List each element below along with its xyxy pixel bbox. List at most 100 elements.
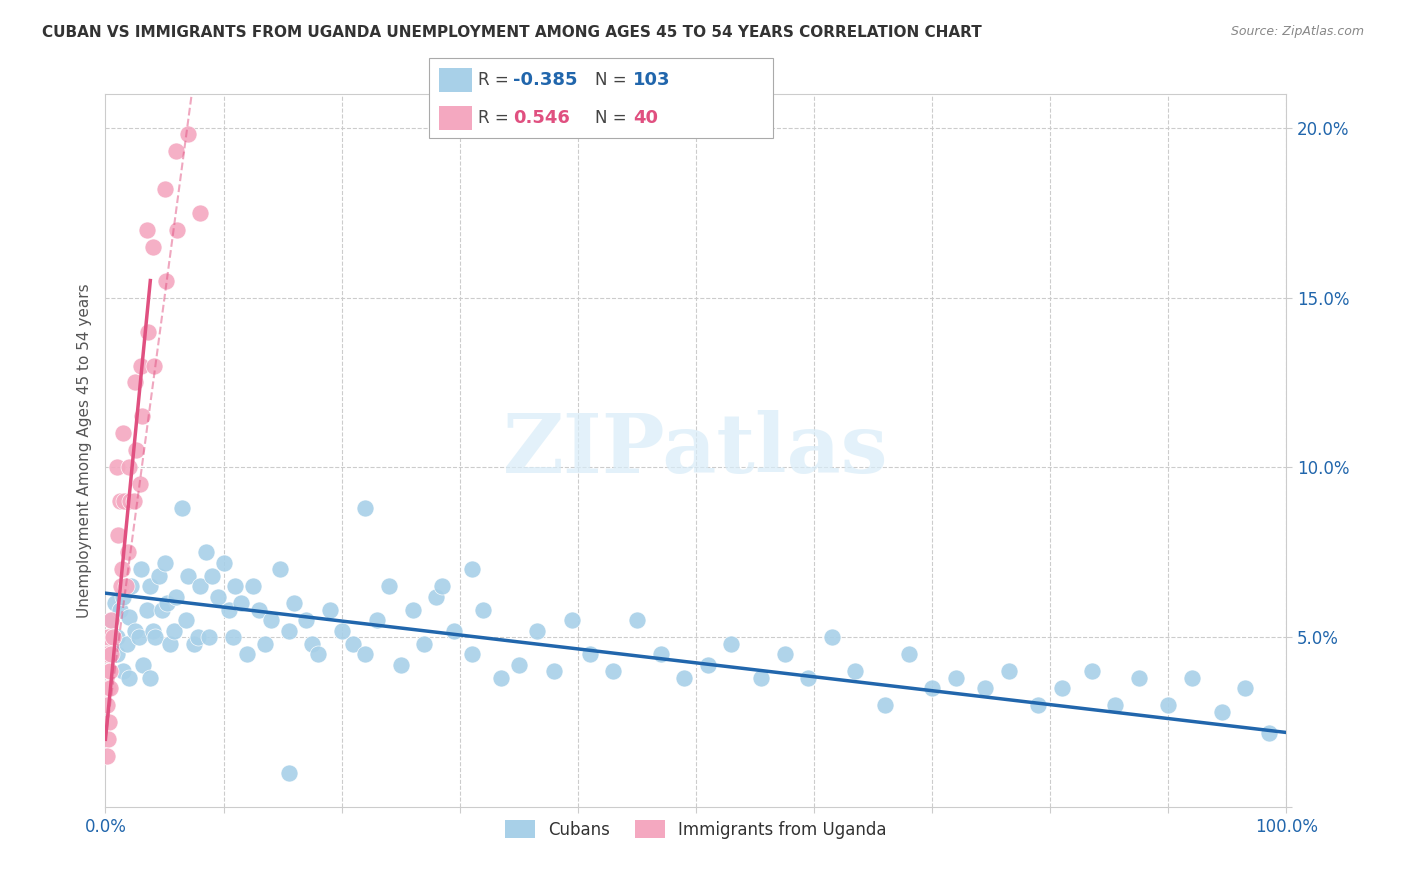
Point [526,624,548,638]
Point [131,409,153,424]
Point [1028,698,1050,713]
Point [425,590,447,604]
Point [921,681,943,696]
Legend: Cubans, Immigrants from Uganda: Cubans, Immigrants from Uganda [498,814,894,846]
Point [142,239,165,253]
Point [100,613,122,627]
Point [174,613,197,627]
Point [129,562,152,576]
Point [163,624,186,638]
Point [1080,665,1102,679]
Point [354,648,377,662]
Point [156,596,179,610]
Point [101,631,124,645]
Text: N =: N = [595,109,631,128]
Point [107,528,129,542]
Point [508,657,530,672]
Point [96,648,118,662]
Point [561,613,583,627]
Point [897,648,920,662]
Text: 0.546: 0.546 [513,109,569,128]
Point [112,665,135,679]
Point [97,681,120,696]
Point [136,325,159,339]
Point [125,443,148,458]
Point [97,631,120,645]
Point [253,637,276,651]
Point [207,590,229,604]
Point [165,590,187,604]
Point [277,624,299,638]
Point [821,631,844,645]
Point [188,205,211,219]
Point [150,603,173,617]
Point [124,376,146,390]
Point [342,637,364,651]
Point [673,671,696,685]
Text: R =: R = [478,71,515,89]
Point [543,665,565,679]
Point [105,631,128,645]
Text: CUBAN VS IMMIGRANTS FROM UGANDA UNEMPLOYMENT AMONG AGES 45 TO 54 YEARS CORRELATI: CUBAN VS IMMIGRANTS FROM UGANDA UNEMPLOY… [42,25,981,40]
Point [142,624,165,638]
Point [283,596,305,610]
Point [489,671,512,685]
Point [117,545,139,559]
Point [118,460,141,475]
Point [188,579,211,593]
Point [165,145,187,159]
Point [108,494,131,508]
Point [187,631,209,645]
Point [96,749,118,764]
Text: Source: ZipAtlas.com: Source: ZipAtlas.com [1230,25,1364,38]
Point [1104,698,1126,713]
Point [720,637,742,651]
Point [472,603,495,617]
Point [98,681,121,696]
Text: ZIPatlas: ZIPatlas [503,410,889,491]
Point [231,596,253,610]
Text: -0.385: -0.385 [513,71,578,89]
Text: 103: 103 [633,71,671,89]
Point [247,603,270,617]
Point [166,222,188,236]
Point [1050,681,1073,696]
Point [112,426,135,441]
Point [139,579,162,593]
Point [1181,671,1204,685]
Point [194,545,217,559]
Point [269,562,291,576]
Point [98,715,121,730]
Point [198,631,221,645]
Point [153,182,176,196]
Point [430,579,453,593]
Point [277,766,299,780]
Point [135,222,157,236]
Point [578,648,600,662]
Point [236,648,259,662]
Point [224,579,246,593]
Point [132,657,155,672]
Point [118,671,141,685]
Point [128,631,150,645]
Point [177,569,200,583]
Point [945,671,967,685]
Point [1157,698,1180,713]
Point [301,637,323,651]
Point [1128,671,1150,685]
Point [98,665,121,679]
Point [114,579,136,593]
Point [1234,681,1257,696]
Point [111,562,134,576]
Point [378,579,401,593]
Point [110,579,132,593]
Point [307,648,329,662]
Point [142,359,165,373]
Point [118,610,141,624]
Point [222,631,245,645]
Point [844,665,866,679]
Point [105,648,128,662]
Point [354,501,377,516]
Text: N =: N = [595,71,631,89]
Point [112,494,135,508]
